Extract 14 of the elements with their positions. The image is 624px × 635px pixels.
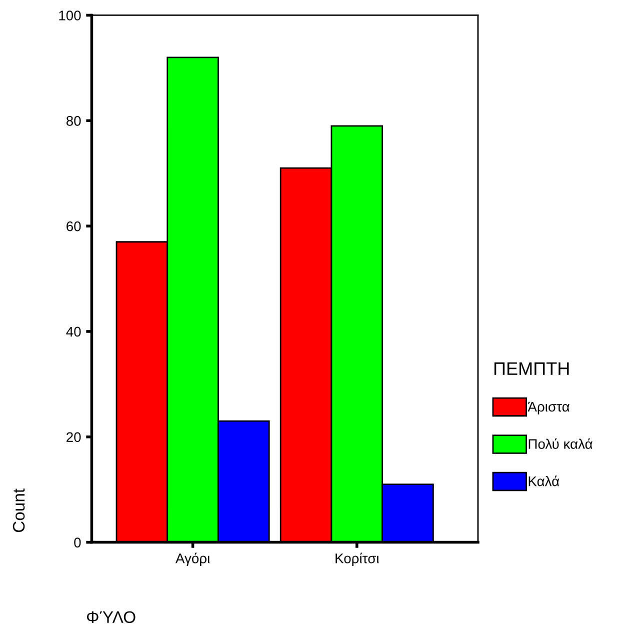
y-tick-label: 0 xyxy=(74,538,81,548)
x-tick-label: Κορίτσι xyxy=(336,552,379,566)
y-tick-label: 20 xyxy=(66,432,81,442)
legend-label: Άριστα xyxy=(528,402,570,414)
x-axis-title: ΦΎΛΟ xyxy=(86,611,136,624)
legend-label: Πολύ καλά xyxy=(528,438,592,449)
y-axis-title: Count xyxy=(12,488,25,532)
y-tick-label: 60 xyxy=(66,221,81,232)
x-tick-label: Αγόρι xyxy=(175,552,210,566)
y-tick-label: 100 xyxy=(59,10,81,20)
y-tick-label: 80 xyxy=(66,116,81,126)
y-tick-label: 40 xyxy=(66,326,81,337)
legend-label: Καλά xyxy=(528,476,560,486)
legend-title: ΠΕΜΠΤΗ xyxy=(494,362,569,375)
